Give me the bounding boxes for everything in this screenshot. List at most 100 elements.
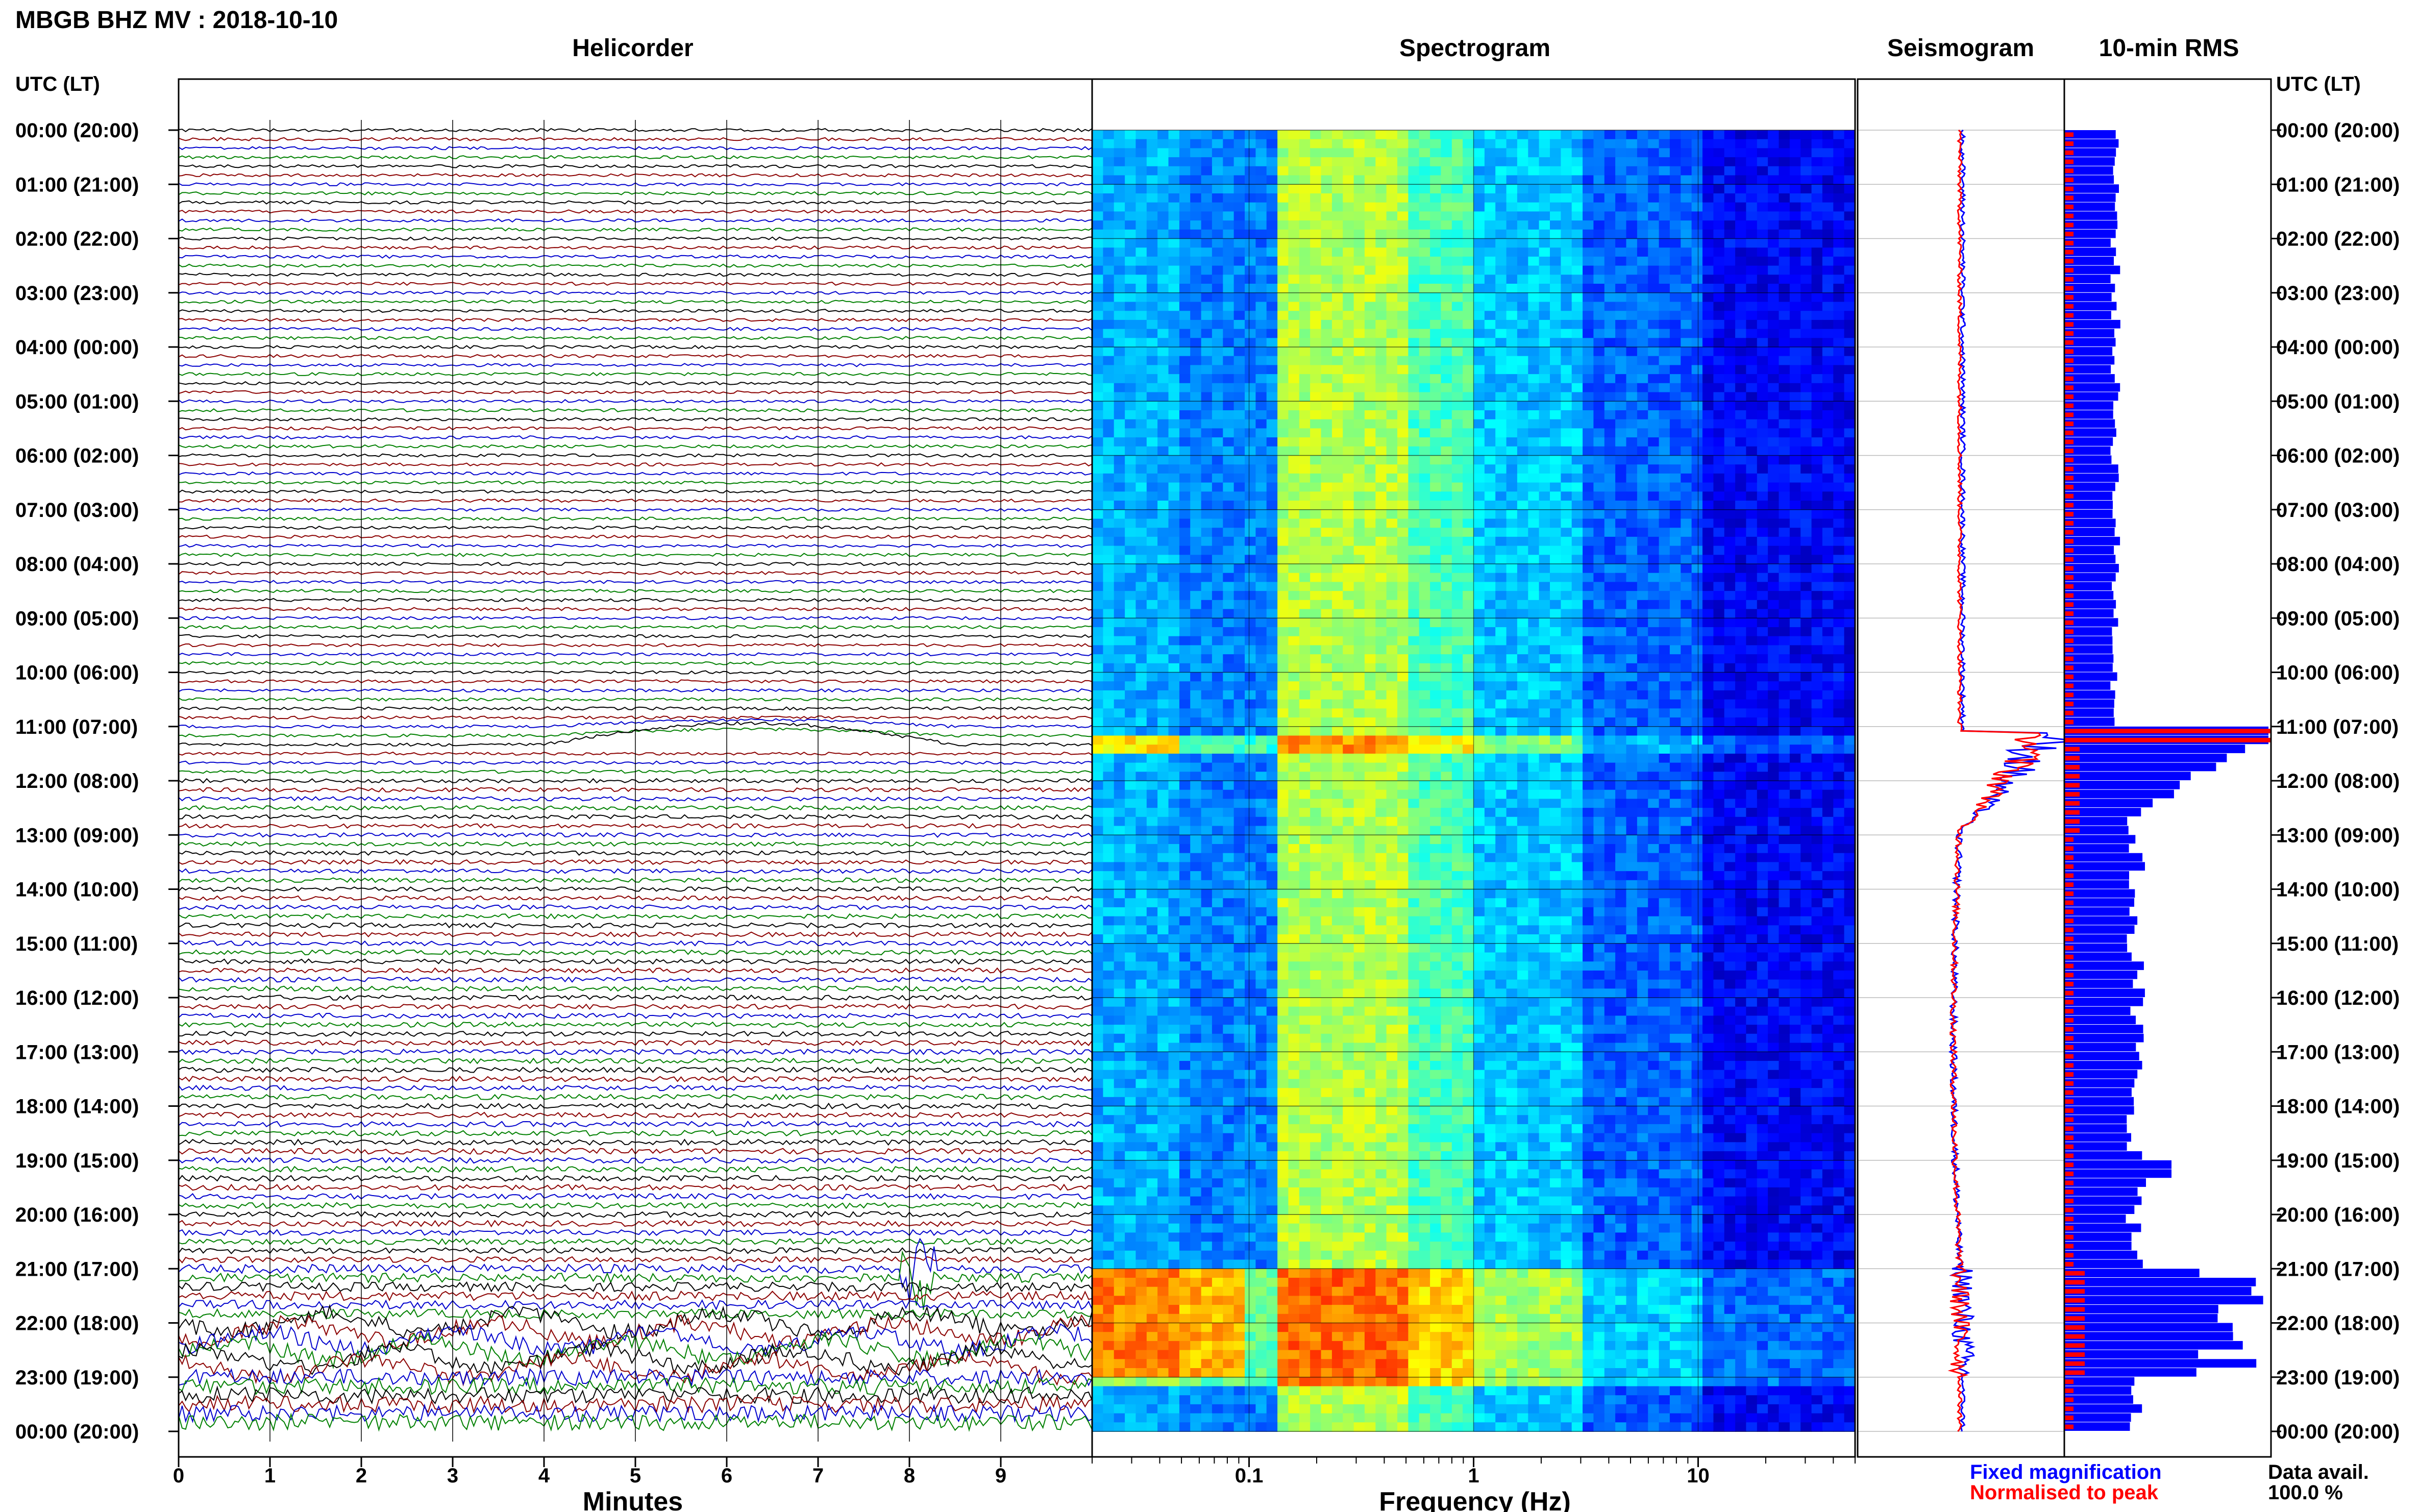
spectrogram-cell [1669, 745, 1682, 754]
spectrogram-cell [1713, 365, 1725, 375]
spectrogram-cell [1833, 482, 1845, 492]
spectrogram-cell [1103, 753, 1115, 763]
spectrogram-cell [1277, 148, 1289, 158]
spectrogram-cell [1321, 762, 1332, 773]
spectrogram-cell [1353, 275, 1365, 284]
spectrogram-cell [1637, 726, 1649, 736]
spectrogram-cell [1397, 275, 1409, 284]
spectrogram-cell [1353, 365, 1365, 375]
spectrogram-cell [1146, 401, 1158, 411]
spectrogram-cell [1463, 627, 1474, 637]
spectrogram-cell [1321, 726, 1332, 736]
spectrogram-cell [1157, 528, 1169, 537]
spectrogram-cell [1190, 555, 1202, 564]
spectrogram-cell [1451, 184, 1463, 194]
spectrogram-cell [1789, 428, 1801, 438]
spectrogram-cell [1517, 166, 1529, 176]
spectrogram-cell [1266, 374, 1278, 384]
spectrogram-cell [1353, 356, 1365, 366]
spectrogram-cell [1223, 600, 1235, 610]
spectrogram-cell [1451, 437, 1463, 447]
spectrogram-cell [1822, 139, 1834, 149]
spectrogram-cell [1114, 392, 1125, 402]
spectrogram-cell [1343, 546, 1354, 556]
spectrogram-cell [1550, 410, 1562, 420]
spectrogram-cell [1245, 501, 1256, 510]
spectrogram-cell [1408, 645, 1420, 655]
spectrogram-cell [1125, 238, 1137, 248]
spectrogram-cell [1822, 618, 1834, 628]
spectrogram-cell [1441, 555, 1452, 564]
spectrogram-cell [1844, 726, 1856, 736]
spectrogram-cell [1397, 699, 1409, 709]
spectrogram-cell [1735, 401, 1747, 411]
spectrogram-cell [1157, 555, 1169, 564]
spectrogram-cell [1168, 735, 1180, 745]
spectrogram-cell [1779, 220, 1790, 230]
spectrogram-cell [1539, 211, 1550, 221]
spectrogram-cell [1724, 618, 1736, 628]
spectrogram-cell [1561, 292, 1572, 303]
spectrogram-cell [1288, 501, 1300, 510]
spectrogram-cell [1528, 392, 1540, 402]
spectrogram-cell [1343, 157, 1354, 167]
spectrogram-cell [1266, 166, 1278, 176]
spectrogram-cell [1800, 501, 1812, 510]
spectrogram-cell [1615, 247, 1627, 257]
spectrogram-cell [1691, 193, 1703, 203]
spectrogram-cell [1408, 636, 1420, 646]
spectrogram-cell [1844, 627, 1856, 637]
spectrogram-cell [1571, 292, 1583, 303]
spectrogram-cell [1473, 428, 1485, 438]
spectrogram-cell [1811, 302, 1823, 311]
spectrogram-cell [1833, 753, 1845, 763]
spectrogram-cell [1463, 753, 1474, 763]
spectrogram-cell [1746, 428, 1758, 438]
spectrogram-cell [1321, 717, 1332, 727]
spectrogram-cell [1397, 573, 1409, 583]
spectrogram-cell [1550, 473, 1562, 483]
spectrogram-cell [1811, 618, 1823, 628]
spectrogram-cell [1604, 546, 1616, 556]
spectrogram-cell [1495, 356, 1507, 366]
spectrogram-cell [1168, 401, 1180, 411]
spectrogram-cell [1691, 618, 1703, 628]
spectrogram-cell [1539, 717, 1550, 727]
spectrogram-cell [1724, 311, 1736, 320]
spectrogram-cell [1299, 356, 1311, 366]
spectrogram-cell [1746, 256, 1758, 266]
spectrogram-cell [1223, 717, 1235, 727]
spectrogram-cell [1822, 491, 1834, 501]
spectrogram-cell [1277, 419, 1289, 429]
spectrogram-cell [1212, 275, 1224, 284]
spectrogram-cell [1146, 256, 1158, 266]
spectrogram-cell [1233, 573, 1245, 583]
spectrogram-cell [1146, 365, 1158, 375]
spectrogram-cell [1277, 392, 1289, 402]
spectrogram-cell [1157, 356, 1169, 366]
spectrogram-cell [1190, 573, 1202, 583]
spectrogram-cell [1321, 292, 1332, 303]
spectrogram-cell [1626, 618, 1638, 628]
spectrogram-cell [1266, 419, 1278, 429]
spectrogram-cell [1408, 654, 1420, 664]
spectrogram-cell [1484, 717, 1496, 727]
spectrogram-cell [1157, 455, 1169, 465]
spectrogram-cell [1724, 735, 1736, 745]
spectrogram-cell [1681, 365, 1692, 375]
spectrogram-cell [1463, 672, 1474, 682]
spectrogram-cell [1266, 636, 1278, 646]
spectrogram-cell [1223, 699, 1235, 709]
spectrogram-cell [1757, 464, 1768, 474]
spectrogram-cell [1473, 753, 1485, 763]
spectrogram-cell [1179, 762, 1191, 773]
spectrogram-cell [1233, 220, 1245, 230]
spectrogram-cell [1299, 482, 1311, 492]
spectrogram-cell [1430, 374, 1442, 384]
spectrogram-cell [1179, 473, 1191, 483]
spectrogram-cell [1299, 582, 1311, 591]
spectrogram-cell [1266, 175, 1278, 185]
spectrogram-cell [1299, 735, 1311, 745]
spectrogram-cell [1451, 627, 1463, 637]
spectrogram-cell [1441, 681, 1452, 691]
